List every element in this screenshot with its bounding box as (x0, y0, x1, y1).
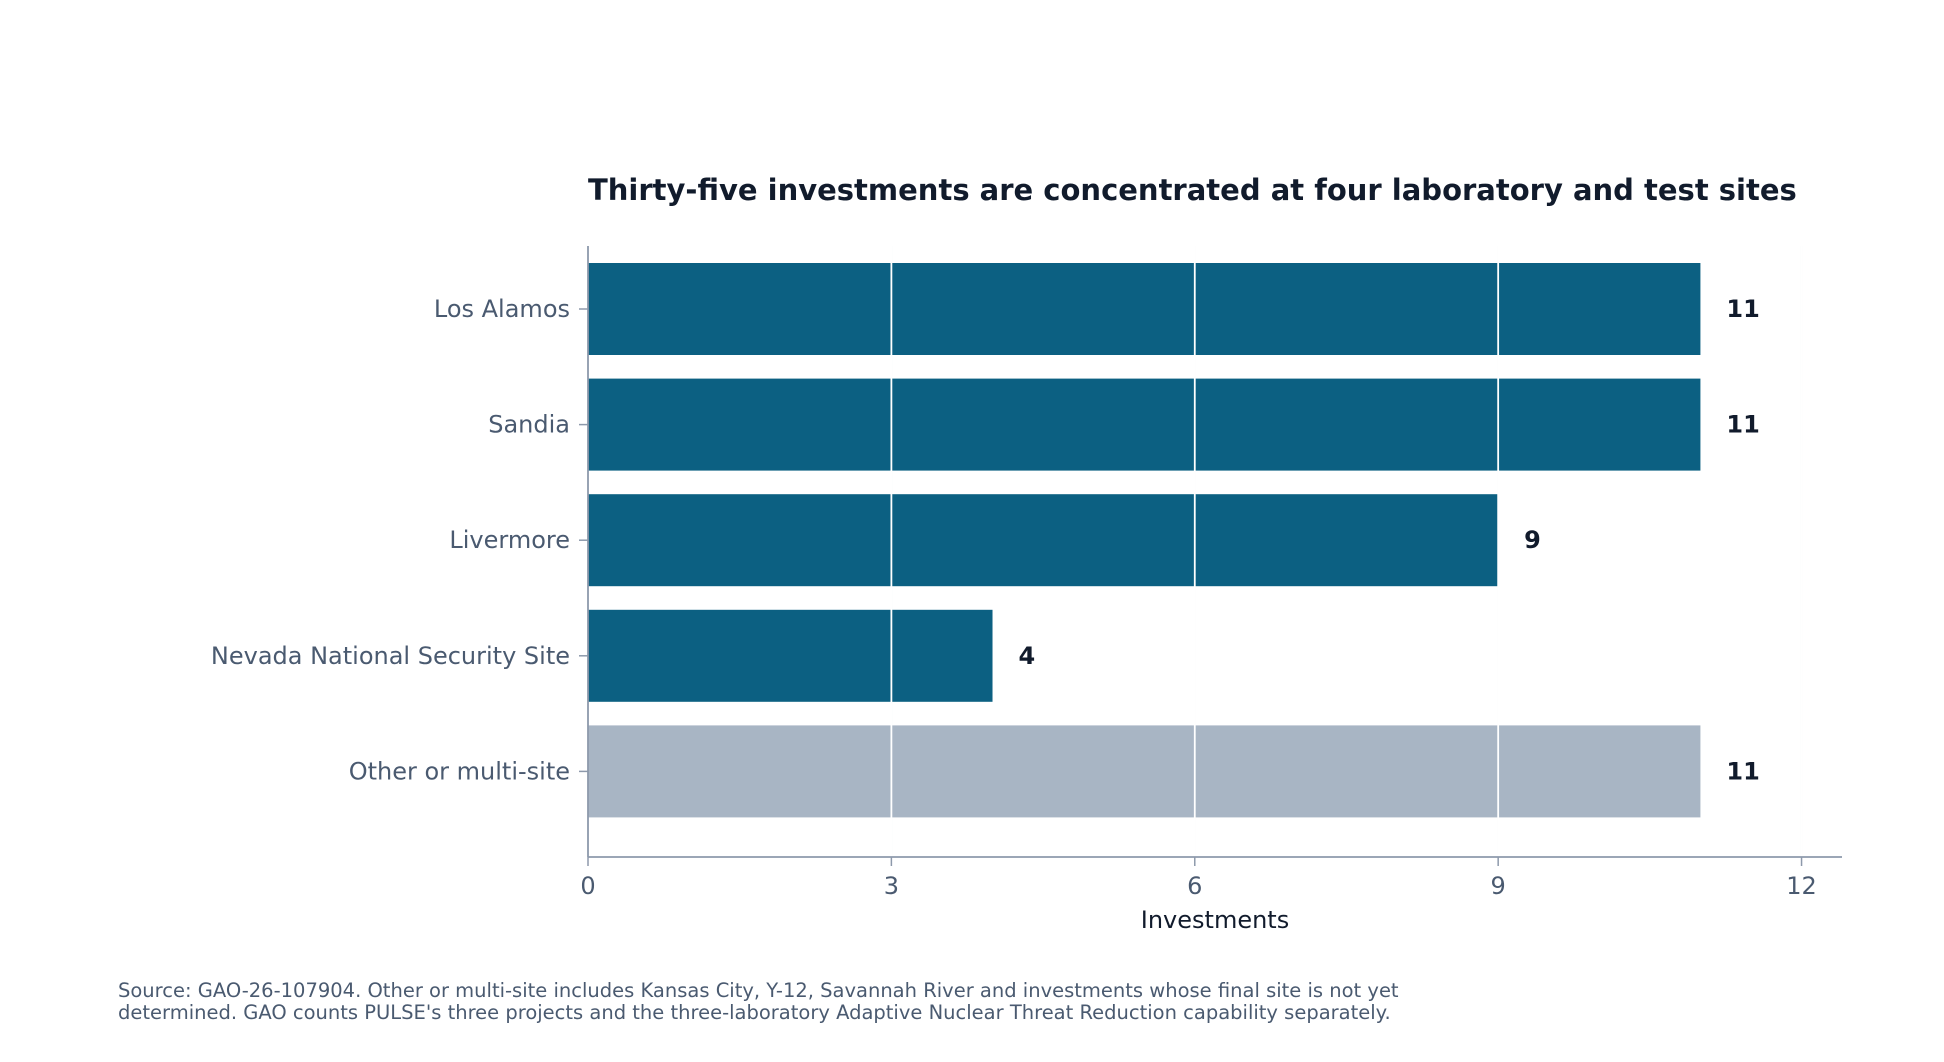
category-label: Sandia (488, 411, 570, 439)
x-tick-label: 0 (580, 872, 595, 900)
data-label: 11 (1726, 295, 1759, 323)
chart-title: Thirty-five investments are concentrated… (588, 173, 1797, 207)
axes (579, 246, 1842, 866)
bar-other-or-multi-site (588, 725, 1701, 818)
category-label: Livermore (449, 526, 570, 554)
category-label: Nevada National Security Site (211, 642, 570, 670)
data-label: 9 (1524, 526, 1541, 554)
data-label: 4 (1019, 642, 1036, 670)
category-label: Los Alamos (434, 295, 570, 323)
labels: Los Alamos 11 Sandia 11 Livermore 9 Nevada Nat… (211, 295, 1817, 900)
bar-los-alamos (588, 263, 1701, 355)
data-label: 11 (1726, 411, 1759, 439)
x-tick-label: 6 (1187, 872, 1202, 900)
source-note: Source: GAO-26-107904. Other or multi-si… (118, 979, 1399, 1024)
x-tick-label: 3 (884, 872, 899, 900)
x-tick-label: 12 (1786, 872, 1817, 900)
gridlines-over-bars (890, 246, 1803, 857)
bars (588, 263, 1701, 818)
bar-nevada-national-security-site (588, 609, 993, 702)
x-tick-label: 9 (1491, 872, 1506, 900)
bar-livermore (588, 494, 1499, 587)
x-axis-title: Investments (1141, 906, 1289, 934)
data-label: 11 (1726, 757, 1759, 785)
category-label: Other or multi-site (349, 757, 570, 785)
bar-sandia (588, 378, 1701, 471)
